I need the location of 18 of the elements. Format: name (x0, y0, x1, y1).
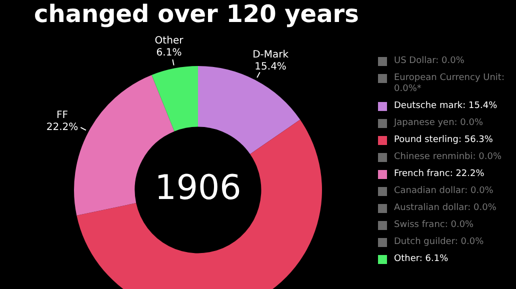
legend-label: Australian dollar: 0.0% (394, 203, 496, 214)
legend-label: US Dollar: 0.0% (394, 56, 464, 67)
chart-title: changed over 120 years (34, 0, 359, 28)
legend-label: European Currency Unit: 0.0%* (394, 73, 506, 95)
text: FF 22.2% (46, 110, 78, 133)
text: D-Mark 15.4% (252, 49, 289, 72)
legend-label: Swiss franc: 0.0% (394, 220, 474, 231)
slice-label: Other (154, 35, 184, 46)
text: 1906 (154, 168, 242, 208)
legend-label: Deutsche mark: 15.4% (394, 101, 498, 112)
legend-label: Chinese renminbi: 0.0% (394, 152, 502, 163)
legend-label: French franc: 22.2% (394, 169, 484, 180)
legend-label: Canadian dollar: 0.0% (394, 186, 494, 197)
legend-label: Pound sterling: 56.3% (394, 135, 493, 146)
category-label: Other: 6.1% (394, 254, 448, 264)
text: 6.1% (156, 47, 182, 58)
legend-label: Japanese yen: 0.0% (394, 118, 484, 129)
legend-label: Dutch guilder: 0.0% (394, 237, 484, 248)
